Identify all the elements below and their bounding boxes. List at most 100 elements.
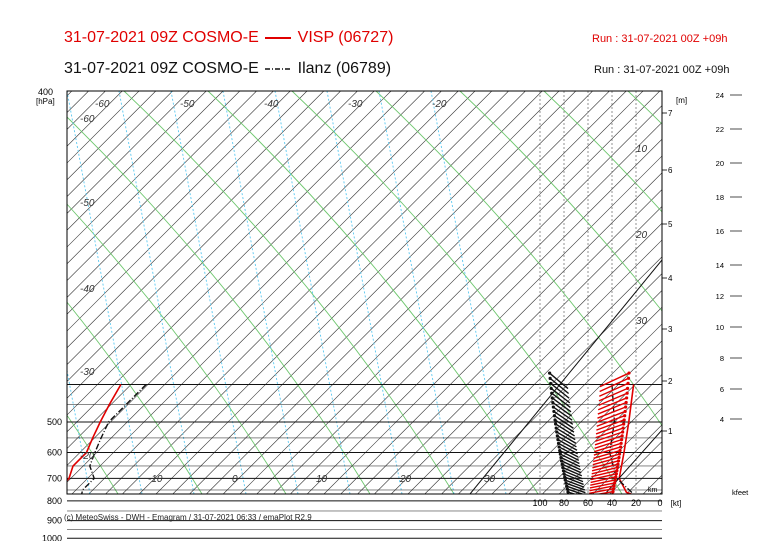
temperature-label: 0 [232,474,238,485]
ilanz-wind-barb-tip [572,512,575,515]
dry-adiabat-line [67,414,119,494]
visp-wind-barb [592,456,620,466]
ilanz-wind-barb-tip [549,381,553,386]
isotherm-line [155,91,560,494]
dry-adiabat-line [543,91,662,213]
inner-speed-label: 10 [636,144,648,155]
visp-wind-barb-tip [627,371,631,375]
dry-adiabat-line [459,91,662,312]
dry-adiabat-line [67,301,203,494]
visp-wind-barb-tip [611,490,615,494]
y-tick-label: 900 [47,516,62,526]
temperature-label: -50 [80,198,95,209]
visp-wind-barb [599,377,629,393]
ilanz-wind-barb [552,406,573,421]
sounding-profiles [67,259,662,494]
visp-wind-barb-tip [622,422,626,426]
mixing-ratio-line [67,91,143,494]
temperature-label: -10 [148,474,163,485]
dry-adiabat-line [123,91,455,494]
isotherm-line [67,91,425,450]
legend-ilanz-station: Ilanz (06789) [297,60,392,77]
isotherm-line [542,373,662,494]
isotherm-line [67,91,241,265]
temperature-label: -40 [80,284,95,295]
ilanz-wind-barb-tip [563,475,567,479]
legend-ilanz-line-icon [265,68,292,70]
isotherm-line [239,91,644,494]
isotherm-line [0,91,21,494]
speed-tick-label: 20 [631,498,641,508]
ilanz-wind-barb [550,387,571,404]
visp-wind-barb [593,446,621,456]
ilanz-wind-barb [562,466,583,477]
visp-wind-barb-tip [617,455,621,460]
visp-wind-barb [597,406,626,419]
kfeet-tick-label: 22 [716,125,724,134]
visp-wind-barb-tip [607,511,610,514]
visp-wind-barb [592,460,619,469]
visp-wind-barb-tip [626,376,631,380]
isotherm-line [67,91,140,164]
inner-speed-label: 30 [636,316,648,327]
visp-wind-barb-tip [624,405,628,409]
isotherm-line [592,424,662,494]
ilanz-wind-barb-tip [559,455,563,460]
ilanz-wind-barb-tip [550,396,554,400]
visp-wind-barb [592,453,620,463]
visp-wind-barb-tip [623,409,627,414]
inner-speed-label: 20 [635,230,648,241]
ilanz-wind-barb-tip [573,517,576,520]
dry-adiabat-line [67,116,371,494]
ilanz-wind-barb [554,415,574,429]
visp-wind-barb [586,515,608,517]
visp-wind-barb [597,401,627,415]
temperature-label: -40 [264,99,279,110]
isotherm-line [206,91,610,494]
kfeet-tick-label: 12 [716,292,724,301]
height-tick-label: 7 [668,109,673,118]
isotherm-line [67,91,89,114]
ilanz-wind-barb [573,514,591,518]
ilanz-wind-barb [556,431,577,444]
kfeet-tick-label: 20 [716,159,724,168]
visp-wind-barb [598,392,628,407]
isotherm-line [67,91,224,248]
dry-adiabat-line [291,91,623,494]
ilanz-wind-barb-tip [548,371,552,375]
speed-tick-label: 100 [532,498,547,508]
ilanz-wind-barb-tip [551,400,555,405]
isotherm-line [441,273,662,494]
visp-wind-barb [594,442,622,453]
ilanz-wind-barb-tip [549,386,553,391]
visp-wind-barb [598,382,629,397]
visp-wind-barb-tip [607,509,610,512]
visp-wind-barb-tip [615,469,619,473]
temperature-label: 20 [399,474,412,485]
ilanz-wind-barb-tip [555,430,559,434]
isotherm-line [558,390,662,494]
kfeet-unit-label: kfeet [732,488,749,497]
mixing-ratio-line [430,91,507,494]
isotherm-line [357,189,662,494]
visp-wind-barb [591,463,619,472]
visp-wind-barb [594,438,622,449]
ilanz-wind-barb [558,442,578,455]
footer-credit: (c) MeteoSwiss - DWH - Emagram / 31-07-2… [64,513,312,522]
visp-wind-barb [589,482,615,489]
visp-wind-barb-tip [606,516,609,519]
ilanz-wind-barb-tip [556,438,560,442]
isotherm-line [508,340,662,494]
visp-wind-barb-tip [620,438,624,442]
ilanz-wind-barb [560,456,581,468]
legend-visp-station: VISP (06727) [297,29,394,46]
isotherm-line [694,91,766,494]
kfeet-tick-label: 24 [716,91,724,100]
visp-wind-barb-tip [615,465,620,470]
visp-wind-barb-tip [618,448,622,453]
kfeet-tick-label: 14 [716,261,724,270]
isotherm-line [67,91,442,466]
temperature-label: -60 [80,114,95,125]
ilanz-wind-barb-tip [570,507,573,510]
